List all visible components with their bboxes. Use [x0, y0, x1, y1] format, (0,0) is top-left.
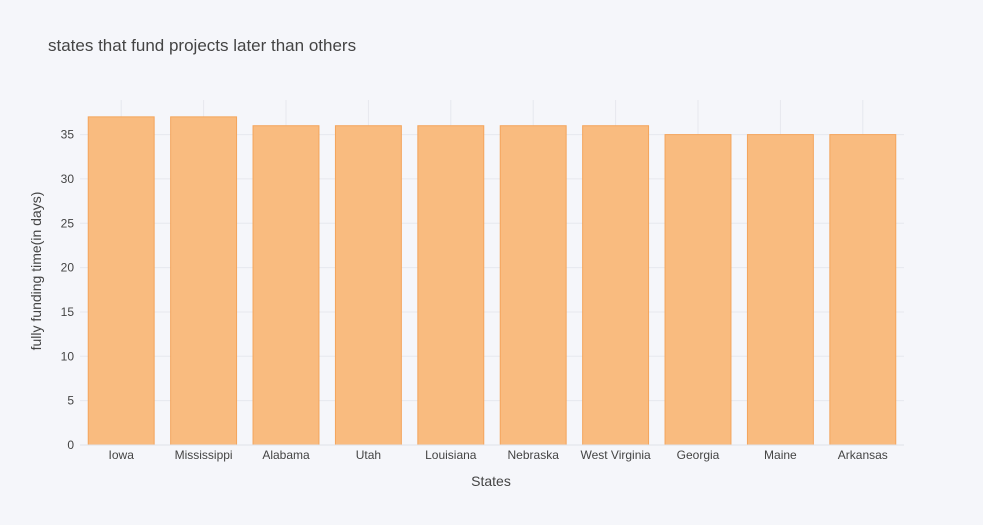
- bar: [582, 125, 650, 446]
- x-tick-label: Maine: [764, 448, 797, 462]
- y-tick-label: 10: [61, 349, 75, 363]
- bar: [664, 134, 732, 446]
- x-tick-label: Arkansas: [838, 448, 888, 462]
- x-tick-label: Mississippi: [175, 448, 233, 462]
- bar: [746, 134, 814, 446]
- y-tick-label: 25: [61, 216, 75, 230]
- x-tick-label: Louisiana: [425, 448, 477, 462]
- x-tick-label: West Virginia: [580, 448, 651, 462]
- y-tick-label: 15: [61, 305, 75, 319]
- y-tick-label: 20: [61, 261, 75, 275]
- y-tick-label: 0: [67, 438, 74, 452]
- bar: [252, 125, 320, 446]
- x-axis-label: States: [471, 473, 511, 489]
- x-tick-label: Iowa: [109, 448, 135, 462]
- y-tick-label: 30: [61, 172, 75, 186]
- x-tick-label: Alabama: [262, 448, 310, 462]
- bar: [499, 125, 567, 446]
- bar: [170, 116, 238, 446]
- bar: [87, 116, 155, 446]
- y-axis-ticks: 0 5 10 15 20 25 30 35: [61, 128, 75, 452]
- bars: [87, 116, 897, 446]
- bar: [417, 125, 485, 446]
- x-axis-ticks: Iowa Mississippi Alabama Utah Louisiana Nebra…: [109, 448, 888, 462]
- bar: [334, 125, 402, 446]
- y-axis-label: fully funding time(in days): [28, 192, 44, 351]
- x-tick-label: Nebraska: [508, 448, 560, 462]
- bar: [829, 134, 897, 446]
- chart-title: states that fund projects later than oth…: [48, 36, 356, 55]
- x-tick-label: Utah: [356, 448, 381, 462]
- x-tick-label: Georgia: [677, 448, 720, 462]
- y-tick-label: 35: [61, 128, 75, 142]
- y-tick-label: 5: [67, 394, 74, 408]
